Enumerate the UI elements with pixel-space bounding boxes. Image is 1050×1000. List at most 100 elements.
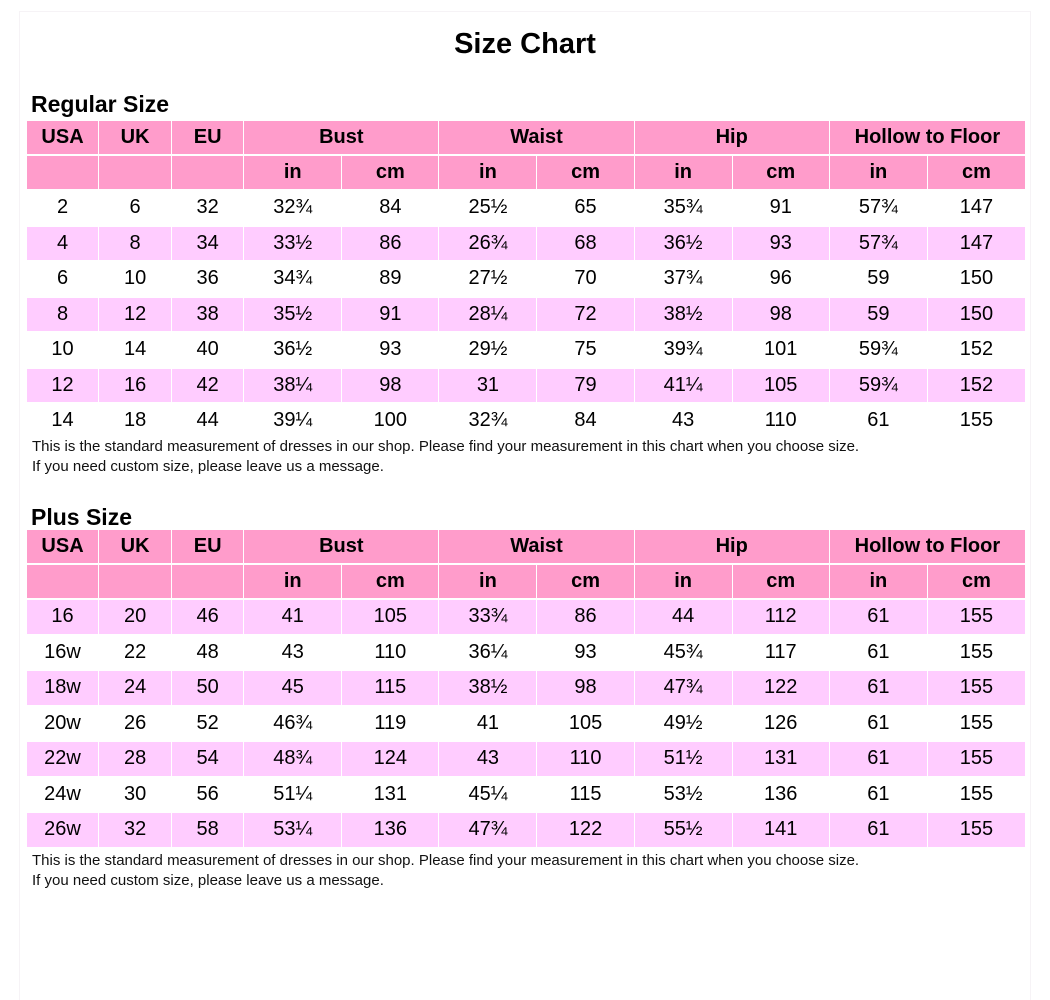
table-cell: 18w <box>27 671 99 705</box>
empty-header-cell <box>172 565 244 598</box>
table-cell: 24w <box>27 777 99 811</box>
table-cell: 150 <box>927 297 1025 331</box>
table-cell: 10 <box>27 333 99 367</box>
table-row: 16w 22 48 43 110 36¼ 93 45¾ 117 61 155 <box>27 635 1025 669</box>
table-cell: 61 <box>829 671 927 705</box>
table-cell: 155 <box>927 600 1025 634</box>
column-group-header: Hip <box>634 530 829 563</box>
table-cell: 93 <box>342 333 439 367</box>
table-cell: 98 <box>732 297 829 331</box>
table-row: 2 6 32 32¾ 84 25½ 65 35¾ 91 57¾ 147 <box>27 191 1025 225</box>
table-cell: 61 <box>829 635 927 669</box>
table-cell: 105 <box>537 706 634 740</box>
table-cell: 51¼ <box>244 777 342 811</box>
table-cell: 28¼ <box>439 297 537 331</box>
column-header-eu: EU <box>172 530 244 563</box>
table-cell: 91 <box>732 191 829 225</box>
table-cell: 18 <box>99 404 172 438</box>
table-cell: 57¾ <box>829 226 927 260</box>
table-cell: 152 <box>927 333 1025 367</box>
table-cell: 155 <box>927 813 1025 847</box>
table-cell: 155 <box>927 635 1025 669</box>
table-cell: 45 <box>244 671 342 705</box>
unit-header: in <box>634 565 732 598</box>
table-cell: 59 <box>829 262 927 296</box>
table-row: 4 8 34 33½ 86 26¾ 68 36½ 93 57¾ 147 <box>27 226 1025 260</box>
table-cell: 105 <box>732 368 829 402</box>
table-cell: 35¾ <box>634 191 732 225</box>
table-cell: 150 <box>927 262 1025 296</box>
table-cell: 155 <box>927 777 1025 811</box>
table-cell: 28 <box>99 742 172 776</box>
table-cell: 36½ <box>634 226 732 260</box>
table-cell: 24 <box>99 671 172 705</box>
table-cell: 61 <box>829 813 927 847</box>
table-cell: 8 <box>27 297 99 331</box>
table-row: 8 12 38 35½ 91 28¼ 72 38½ 98 59 150 <box>27 297 1025 331</box>
empty-header-cell <box>99 156 172 189</box>
table-cell: 20 <box>99 600 172 634</box>
table-cell: 91 <box>342 297 439 331</box>
table-cell: 27½ <box>439 262 537 296</box>
table-row: 6 10 36 34¾ 89 27½ 70 37¾ 96 59 150 <box>27 262 1025 296</box>
table-cell: 57¾ <box>829 191 927 225</box>
table-cell: 48¾ <box>244 742 342 776</box>
column-header-uk: UK <box>99 121 172 154</box>
column-group-header: Bust <box>244 121 439 154</box>
table-cell: 39¼ <box>244 404 342 438</box>
table-row: 24w 30 56 51¼ 131 45¼ 115 53½ 136 61 155 <box>27 777 1025 811</box>
table-cell: 72 <box>537 297 634 331</box>
table-cell: 105 <box>342 600 439 634</box>
unit-header: cm <box>927 565 1025 598</box>
table-cell: 6 <box>27 262 99 296</box>
table-cell: 44 <box>634 600 732 634</box>
table-cell: 37¾ <box>634 262 732 296</box>
table-row: 16 20 46 41 105 33¾ 86 44 112 61 155 <box>27 600 1025 634</box>
column-group-header: Bust <box>244 530 439 563</box>
table-cell: 35½ <box>244 297 342 331</box>
table-cell: 32 <box>172 191 244 225</box>
unit-header: in <box>829 565 927 598</box>
plus-size-table: USA UK EU Bust Waist Hip Hollow to Floor in cm in… <box>26 528 1026 849</box>
column-header-usa: USA <box>27 530 99 563</box>
table-cell: 131 <box>342 777 439 811</box>
table-cell: 22 <box>99 635 172 669</box>
plus-note-2: If you need custom size, please leave us… <box>32 872 384 889</box>
table-cell: 46¾ <box>244 706 342 740</box>
column-header-uk: UK <box>99 530 172 563</box>
table-row: 20w 26 52 46¾ 119 41 105 49½ 126 61 155 <box>27 706 1025 740</box>
unit-header: in <box>439 565 537 598</box>
table-cell: 93 <box>732 226 829 260</box>
table-cell: 8 <box>99 226 172 260</box>
table-cell: 112 <box>732 600 829 634</box>
table-cell: 136 <box>732 777 829 811</box>
table-cell: 38 <box>172 297 244 331</box>
regular-size-heading: Regular Size <box>31 91 170 117</box>
table-cell: 89 <box>342 262 439 296</box>
header-row: USA UK EU Bust Waist Hip Hollow to Floor <box>27 121 1025 154</box>
table-cell: 33¾ <box>439 600 537 634</box>
plus-note-1: This is the standard measurement of dres… <box>32 852 860 869</box>
table-cell: 152 <box>927 368 1025 402</box>
regular-note-1: This is the standard measurement of dres… <box>32 438 860 455</box>
table-cell: 32¾ <box>439 404 537 438</box>
table-cell: 98 <box>342 368 439 402</box>
unit-header: cm <box>927 156 1025 189</box>
table-row: 12 16 42 38¼ 98 31 79 41¼ 105 59¾ 152 <box>27 368 1025 402</box>
table-cell: 117 <box>732 635 829 669</box>
table-cell: 49½ <box>634 706 732 740</box>
column-group-header: Waist <box>439 530 634 563</box>
empty-header-cell <box>27 156 99 189</box>
table-cell: 14 <box>27 404 99 438</box>
table-cell: 36½ <box>244 333 342 367</box>
table-cell: 22w <box>27 742 99 776</box>
table-cell: 38½ <box>439 671 537 705</box>
table-cell: 30 <box>99 777 172 811</box>
table-cell: 65 <box>537 191 634 225</box>
column-group-header: Hip <box>634 121 829 154</box>
table-cell: 115 <box>537 777 634 811</box>
table-cell: 59 <box>829 297 927 331</box>
table-cell: 41 <box>439 706 537 740</box>
table-cell: 32¾ <box>244 191 342 225</box>
table-cell: 47¾ <box>439 813 537 847</box>
